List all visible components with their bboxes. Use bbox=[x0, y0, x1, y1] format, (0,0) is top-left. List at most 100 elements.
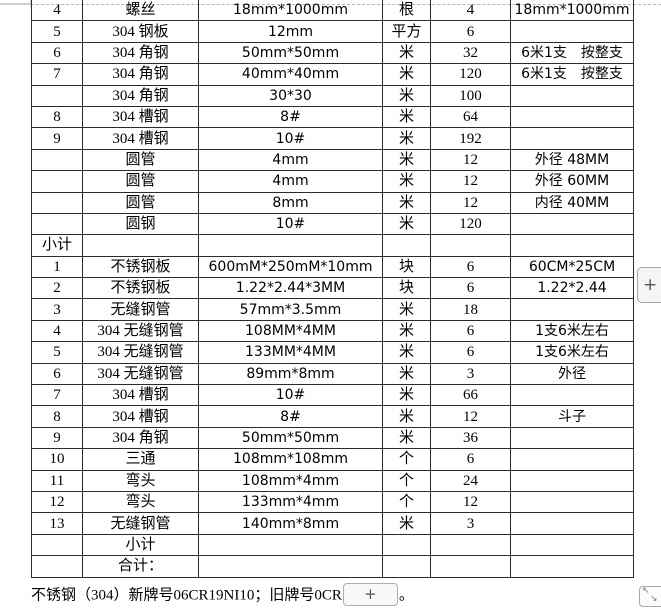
cell-index[interactable]: 3 bbox=[31, 298, 83, 321]
cell-qty[interactable]: 36 bbox=[430, 426, 511, 450]
cell-index[interactable]: 6 bbox=[31, 41, 83, 65]
cell-qty[interactable] bbox=[430, 555, 511, 578]
cell-index[interactable]: 9 bbox=[31, 127, 83, 150]
cell-index[interactable] bbox=[31, 170, 83, 193]
cell-unit[interactable]: 米 bbox=[382, 405, 431, 428]
cell-remark[interactable] bbox=[510, 127, 634, 150]
cell-spec[interactable]: 50mm*50mm bbox=[198, 426, 383, 450]
cell-unit[interactable]: 米 bbox=[382, 384, 431, 407]
cell-index[interactable]: 5 bbox=[31, 341, 83, 364]
cell-qty[interactable]: 12 bbox=[430, 170, 511, 193]
cell-index[interactable] bbox=[31, 533, 83, 557]
cell-index[interactable] bbox=[31, 84, 83, 107]
inline-plus-button[interactable]: + bbox=[342, 583, 398, 606]
cell-name[interactable]: 304 角钢 bbox=[82, 41, 199, 65]
cell-qty[interactable]: 120 bbox=[430, 63, 511, 86]
cell-qty[interactable]: 12 bbox=[430, 490, 511, 514]
cell-qty[interactable]: 6 bbox=[430, 255, 511, 279]
cell-qty[interactable]: 12 bbox=[430, 191, 511, 214]
cell-qty[interactable]: 6 bbox=[430, 448, 511, 471]
cell-qty[interactable]: 3 bbox=[430, 362, 511, 386]
cell-index[interactable]: 5 bbox=[31, 20, 83, 43]
cell-remark[interactable] bbox=[510, 555, 634, 578]
cell-index[interactable]: 9 bbox=[31, 426, 83, 450]
cell-spec[interactable]: 133mm*4mm bbox=[198, 490, 383, 514]
cell-spec[interactable] bbox=[198, 533, 383, 557]
cell-remark[interactable]: 外径 bbox=[510, 362, 634, 386]
cell-spec[interactable]: 108mm*108mm bbox=[198, 448, 383, 471]
cell-remark[interactable] bbox=[510, 84, 634, 107]
cell-unit[interactable]: 米 bbox=[382, 298, 431, 321]
cell-name[interactable]: 圆管 bbox=[82, 191, 199, 214]
cell-spec[interactable]: 57mm*3.5mm bbox=[198, 298, 383, 321]
cell-name[interactable] bbox=[82, 234, 199, 257]
cell-index[interactable]: 12 bbox=[31, 490, 83, 514]
cell-remark[interactable]: 6米1支 按整支 bbox=[510, 63, 634, 86]
cell-spec[interactable]: 40mm*40mm bbox=[198, 63, 383, 86]
cell-unit[interactable]: 米 bbox=[382, 512, 431, 535]
cell-qty[interactable]: 12 bbox=[430, 148, 511, 172]
cell-index[interactable]: 7 bbox=[31, 63, 83, 86]
cell-remark[interactable]: 1支6米左右 bbox=[510, 341, 634, 364]
cell-unit[interactable] bbox=[382, 533, 431, 557]
cell-unit[interactable]: 米 bbox=[382, 341, 431, 364]
cell-name[interactable]: 螺丝 bbox=[82, 0, 199, 22]
cell-remark[interactable] bbox=[510, 298, 634, 321]
cell-unit[interactable]: 米 bbox=[382, 105, 431, 129]
cell-name[interactable]: 三通 bbox=[82, 448, 199, 471]
cell-unit[interactable]: 个 bbox=[382, 469, 431, 492]
cell-index[interactable]: 7 bbox=[31, 384, 83, 407]
cell-index[interactable]: 4 bbox=[31, 319, 83, 343]
cell-name[interactable]: 304 角钢 bbox=[82, 426, 199, 450]
cell-unit[interactable]: 个 bbox=[382, 448, 431, 471]
cell-name[interactable]: 304 槽钢 bbox=[82, 384, 199, 407]
cell-qty[interactable] bbox=[430, 234, 511, 257]
cell-index[interactable]: 8 bbox=[31, 405, 83, 428]
cell-remark[interactable] bbox=[510, 426, 634, 450]
cell-spec[interactable]: 10# bbox=[198, 127, 383, 150]
cell-qty[interactable] bbox=[430, 533, 511, 557]
cell-unit[interactable]: 块 bbox=[382, 277, 431, 300]
cell-name[interactable]: 弯头 bbox=[82, 469, 199, 492]
cell-index[interactable]: 小计 bbox=[31, 234, 83, 257]
cell-unit[interactable]: 米 bbox=[382, 148, 431, 172]
cell-unit[interactable]: 平方 bbox=[382, 20, 431, 43]
cell-name[interactable]: 304 角钢 bbox=[82, 63, 199, 86]
cell-index[interactable]: 1 bbox=[31, 255, 83, 279]
cell-name[interactable]: 圆管 bbox=[82, 170, 199, 193]
cell-qty[interactable]: 120 bbox=[430, 212, 511, 236]
cell-spec[interactable] bbox=[198, 555, 383, 578]
expand-resize-handle[interactable]: ↖ ↘ bbox=[639, 586, 661, 607]
cell-qty[interactable]: 6 bbox=[430, 20, 511, 43]
cell-spec[interactable]: 18mm*1000mm bbox=[198, 0, 383, 22]
cell-remark[interactable]: 18mm*1000mm bbox=[510, 0, 634, 22]
cell-unit[interactable]: 米 bbox=[382, 127, 431, 150]
cell-spec[interactable]: 108MM*4MM bbox=[198, 319, 383, 343]
cell-remark[interactable] bbox=[510, 448, 634, 471]
cell-remark[interactable] bbox=[510, 20, 634, 43]
cell-spec[interactable]: 140mm*8mm bbox=[198, 512, 383, 535]
cell-qty[interactable]: 66 bbox=[430, 384, 511, 407]
cell-index[interactable] bbox=[31, 555, 83, 578]
cell-index[interactable]: 4 bbox=[31, 0, 83, 22]
cell-remark[interactable]: 外径 48MM bbox=[510, 148, 634, 172]
cell-remark[interactable] bbox=[510, 469, 634, 492]
cell-spec[interactable]: 8mm bbox=[198, 191, 383, 214]
cell-name[interactable]: 不锈钢板 bbox=[82, 277, 199, 300]
cell-spec[interactable]: 4mm bbox=[198, 148, 383, 172]
cell-remark[interactable] bbox=[510, 212, 634, 236]
cell-remark[interactable]: 内径 40MM bbox=[510, 191, 634, 214]
cell-index[interactable]: 8 bbox=[31, 105, 83, 129]
cell-unit[interactable]: 米 bbox=[382, 63, 431, 86]
cell-unit[interactable]: 块 bbox=[382, 255, 431, 279]
cell-spec[interactable]: 133MM*4MM bbox=[198, 341, 383, 364]
cell-qty[interactable]: 6 bbox=[430, 277, 511, 300]
cell-remark[interactable]: 1支6米左右 bbox=[510, 319, 634, 343]
cell-name[interactable]: 小计 bbox=[82, 533, 199, 557]
cell-index[interactable]: 13 bbox=[31, 512, 83, 535]
cell-remark[interactable]: 60CM*25CM bbox=[510, 255, 634, 279]
cell-name[interactable]: 无缝钢管 bbox=[82, 512, 199, 535]
cell-spec[interactable]: 8# bbox=[198, 405, 383, 428]
cell-index[interactable] bbox=[31, 148, 83, 172]
cell-qty[interactable]: 100 bbox=[430, 84, 511, 107]
